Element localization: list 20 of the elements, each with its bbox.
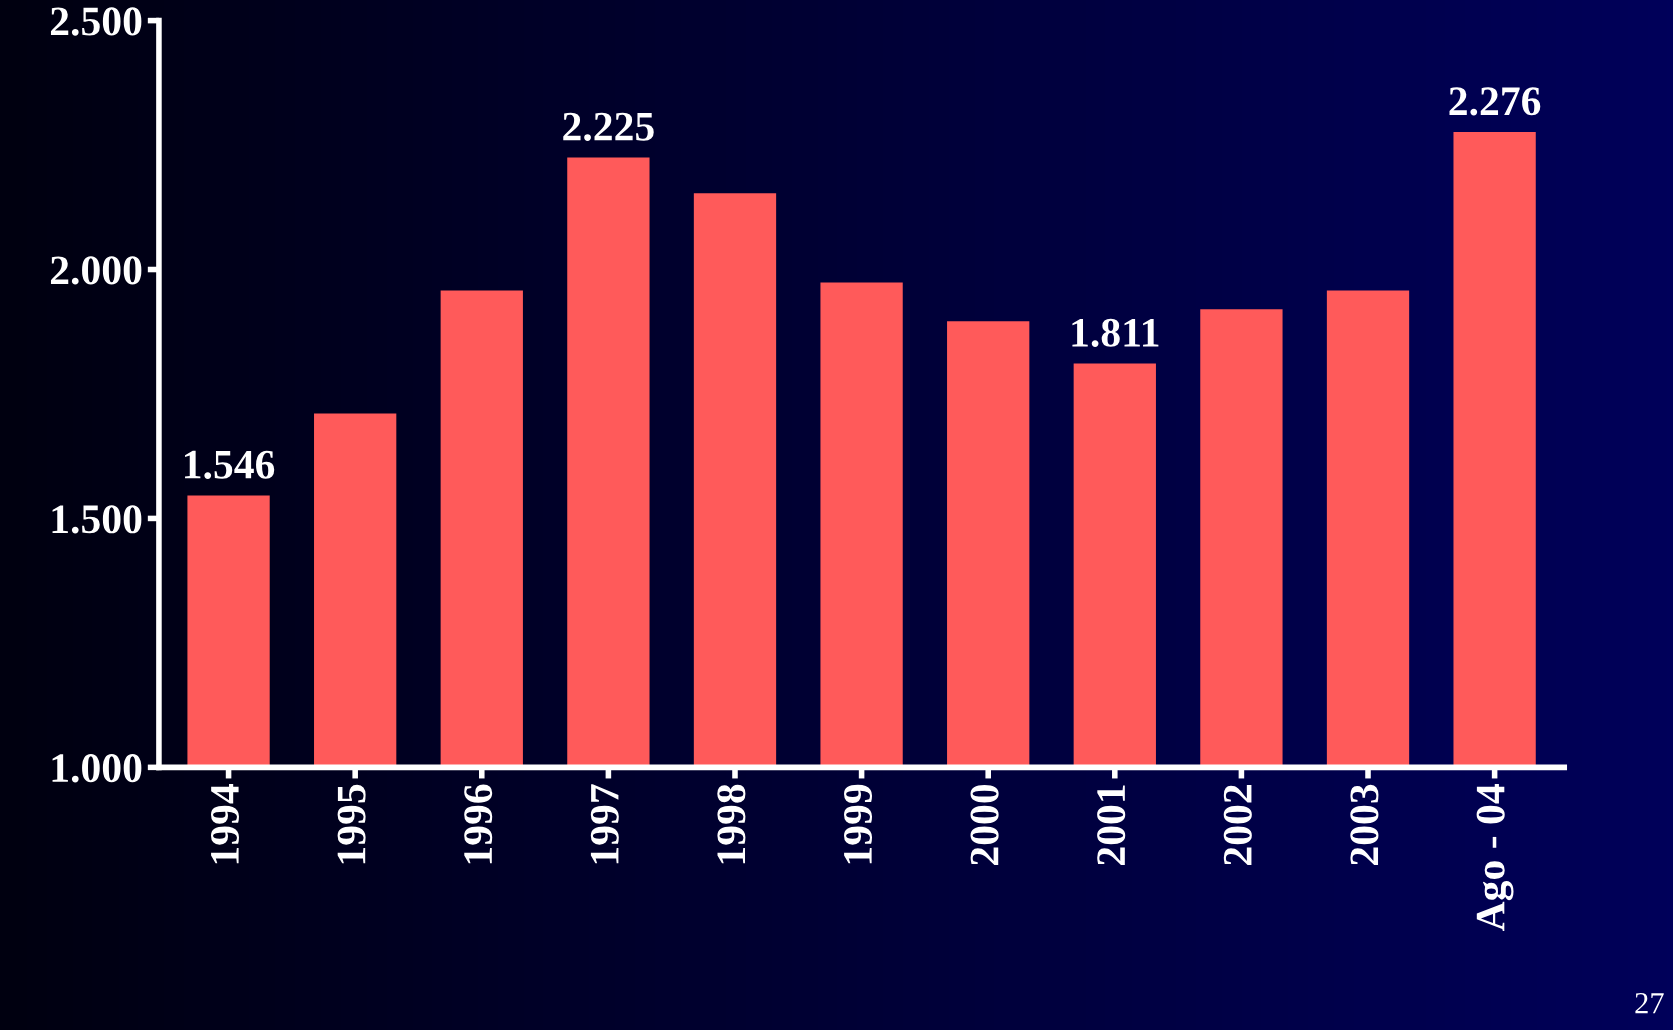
x-tick-label: 1998 xyxy=(717,784,746,864)
data-label: 2.276 xyxy=(1449,87,1541,116)
x-tick-label: 2002 xyxy=(1223,785,1252,865)
x-tick-label: 2001 xyxy=(1097,785,1126,865)
x-tick-label: 2000 xyxy=(970,784,999,865)
x-tick-label: 2003 xyxy=(1350,784,1379,865)
y-tick-label: 2.500 xyxy=(50,7,142,36)
text: 27 xyxy=(1635,992,1664,1014)
x-tick-label: Ago - 04 xyxy=(1476,784,1514,932)
y-tick-label: 1.000 xyxy=(52,754,142,783)
y-tick-label: 2.000 xyxy=(50,256,142,285)
x-tick-label: 1994 xyxy=(211,784,239,864)
data-label: 2.225 xyxy=(563,112,654,141)
x-tick-label: 1996 xyxy=(464,784,493,864)
x-tick-label: 1997 xyxy=(590,784,619,864)
data-label: 1.546 xyxy=(185,450,275,479)
y-tick-label: 1.500 xyxy=(52,505,142,534)
data-label: 1.811 xyxy=(1072,318,1159,347)
x-tick-label: 1995 xyxy=(337,784,366,864)
x-tick-label: 1999 xyxy=(844,784,873,864)
